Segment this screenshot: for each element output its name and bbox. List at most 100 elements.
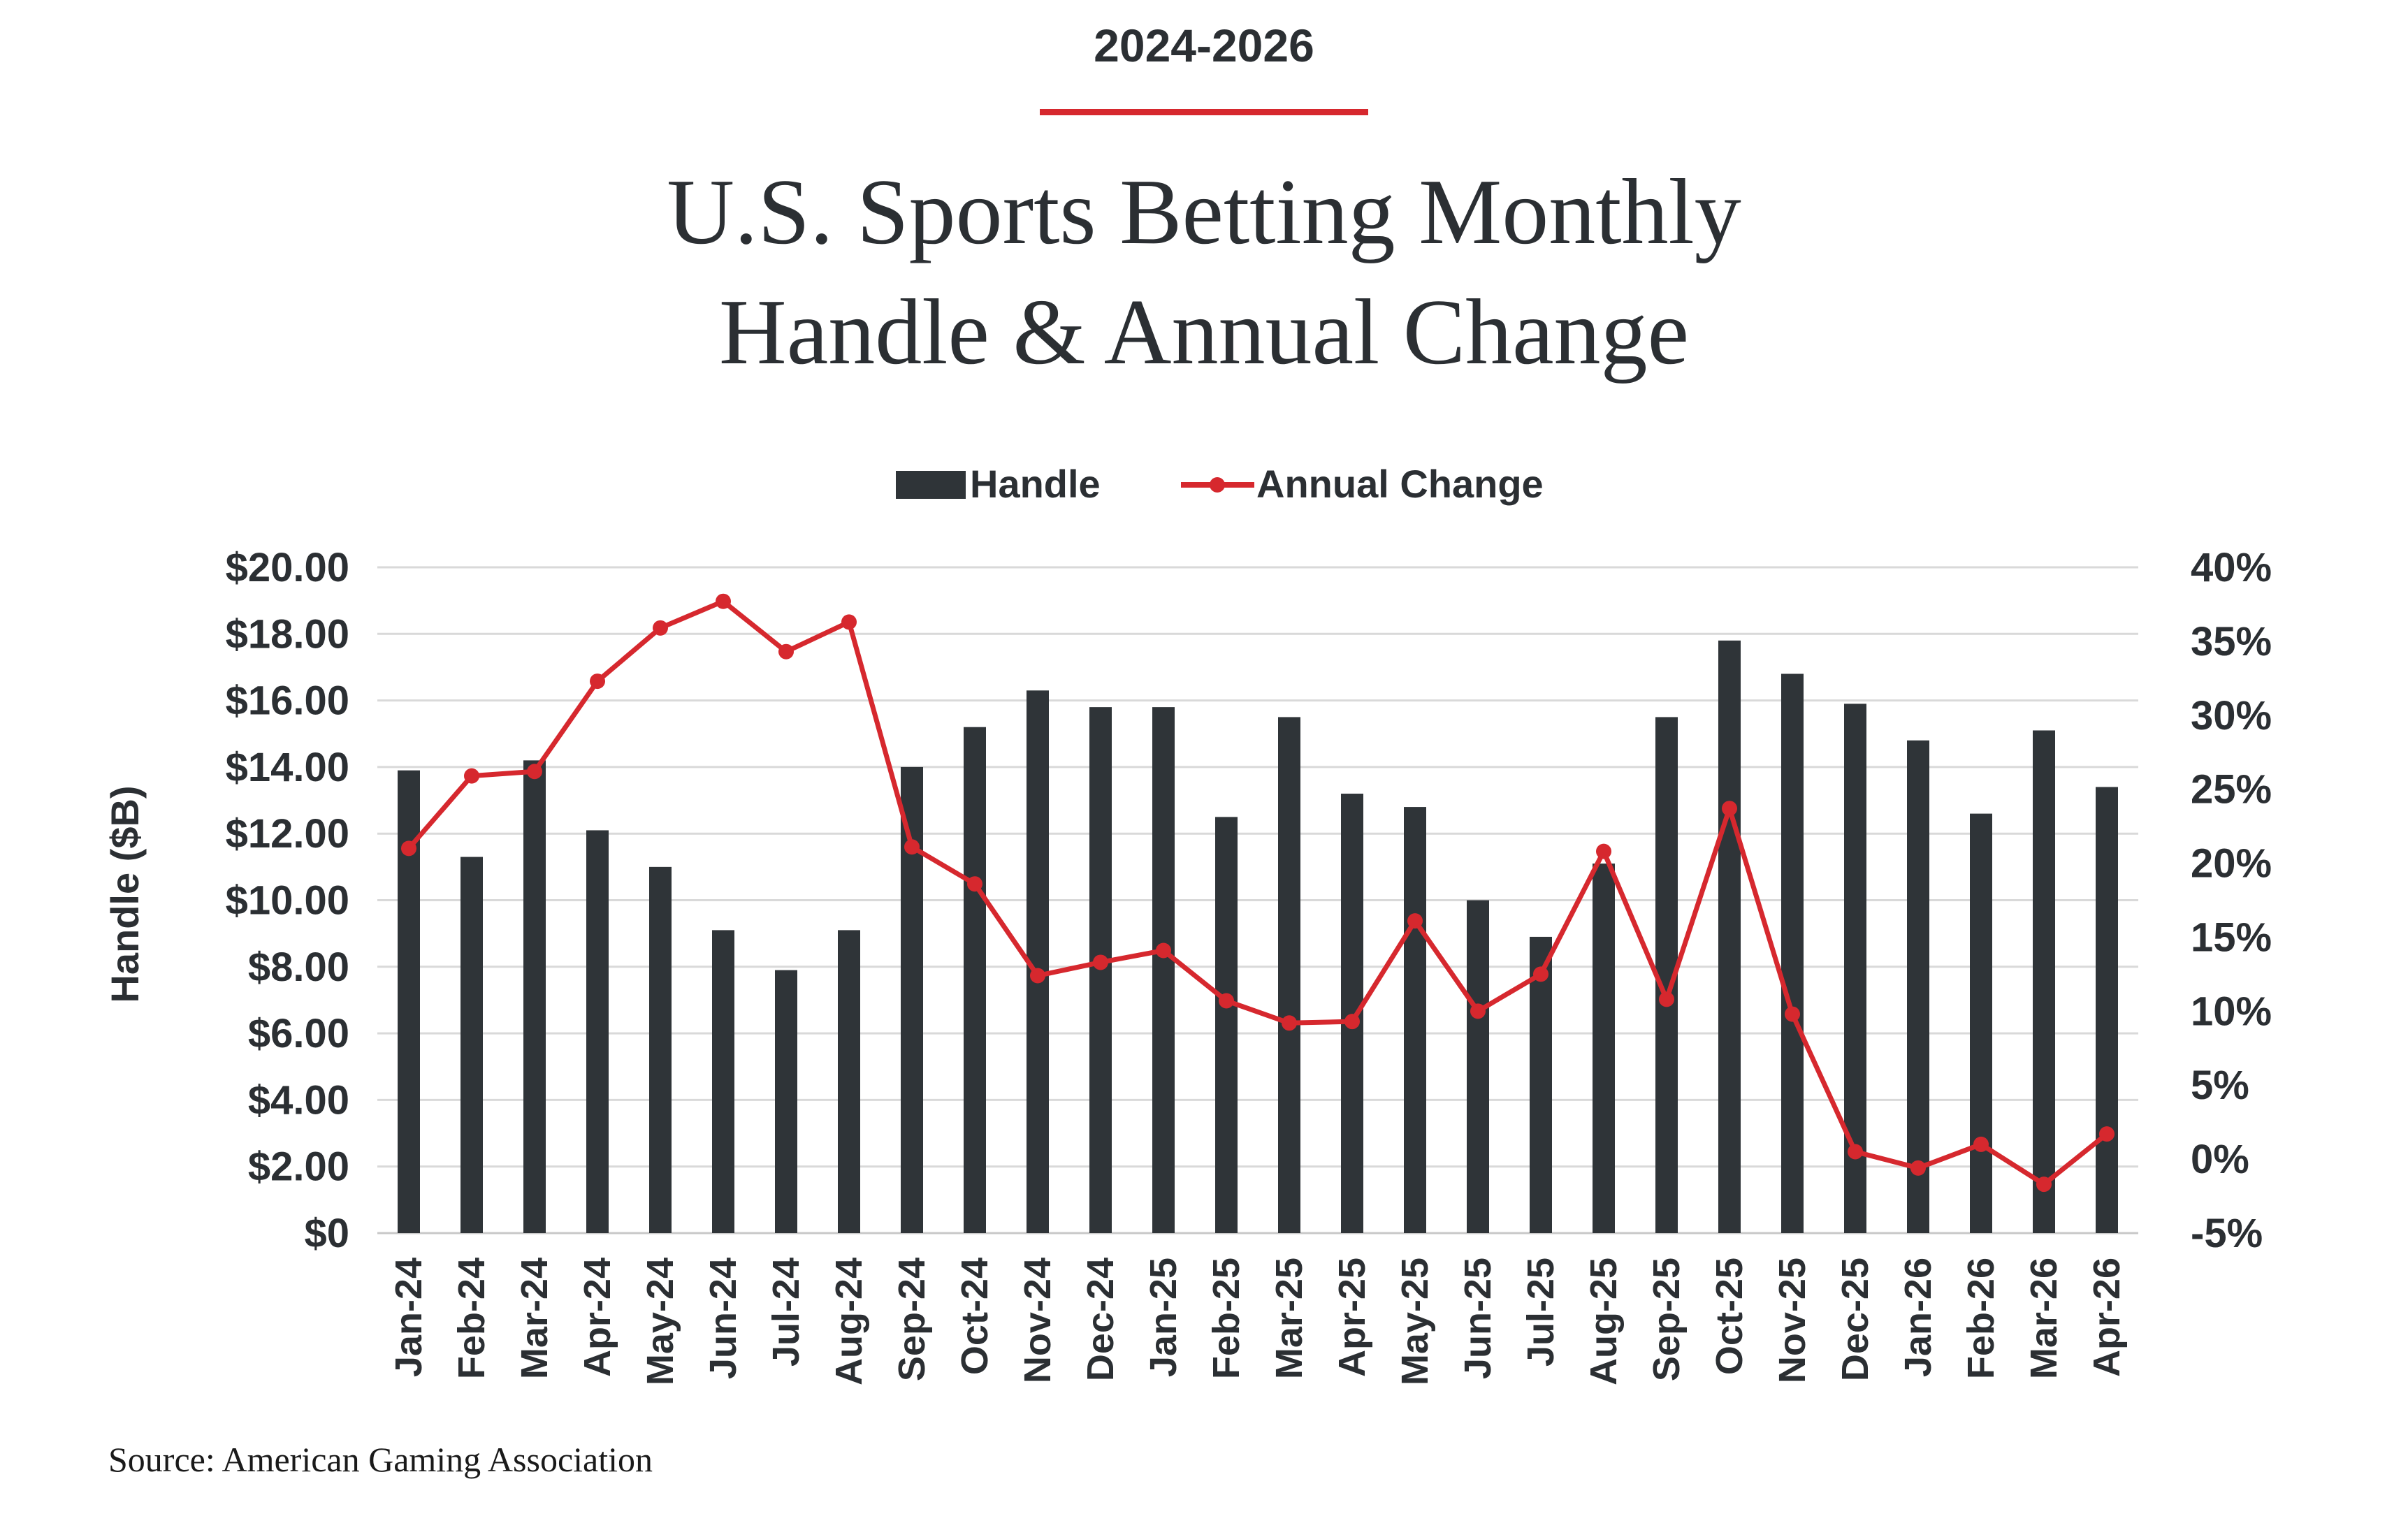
annual-change-point <box>1219 993 1234 1009</box>
annual-change-point <box>1030 968 1045 984</box>
y2-tick-label: 35% <box>2191 619 2272 664</box>
y-tick-label: $6.00 <box>248 1011 349 1056</box>
chart-title-line2: Handle & Annual Change <box>719 280 1689 384</box>
legend-annual-change-marker <box>1210 477 1225 493</box>
annual-change-point <box>716 593 731 609</box>
x-tick-label: Sep-25 <box>1646 1258 1688 1381</box>
x-tick-label: Aug-25 <box>1583 1258 1625 1385</box>
annual-change-point <box>590 673 605 690</box>
x-tick-label: Sep-24 <box>891 1258 933 1381</box>
x-tick-label: Jan-26 <box>1897 1258 1939 1377</box>
x-tick-label: Dec-24 <box>1080 1258 1122 1381</box>
handle-bar <box>1781 673 1804 1233</box>
y-tick-label: $8.00 <box>248 945 349 990</box>
handle-bar <box>1593 864 1615 1233</box>
handle-bar <box>1970 813 1992 1233</box>
annual-change-point <box>1973 1136 1989 1152</box>
handle-bar <box>901 766 923 1233</box>
annual-change-point <box>1156 942 1171 959</box>
handle-bar <box>1404 807 1426 1233</box>
y2-tick-label: 20% <box>2191 841 2272 887</box>
y-axis-left: $0 $2.00 $4.00 $6.00 $8.00 $10.00 $12.00 $14.00… <box>226 545 349 1256</box>
legend-handle-swatch <box>896 471 966 499</box>
annual-change-point <box>464 768 479 784</box>
handle-bar <box>649 866 672 1233</box>
annual-change-series <box>401 593 2115 1193</box>
x-tick-label: Apr-24 <box>576 1258 618 1377</box>
x-tick-label: Nov-24 <box>1017 1258 1059 1383</box>
x-tick-label: Mar-25 <box>1268 1258 1310 1379</box>
annual-change-point <box>1785 1006 1800 1022</box>
x-tick-label: Oct-24 <box>954 1258 996 1375</box>
annual-change-point <box>1910 1160 1926 1176</box>
gridlines <box>377 566 2138 1234</box>
x-tick-label: Jan-24 <box>388 1258 430 1377</box>
y2-tick-label: 0% <box>2191 1137 2249 1182</box>
y-tick-label: $4.00 <box>248 1077 349 1123</box>
x-axis: Jan-24 Feb-24 Mar-24 Apr-24 May-24 Jun-24 Jul-… <box>388 1258 2128 1385</box>
y-axis-right: -5% 0% 5% 10% 15% 20% 25% 30% 35% 40% <box>2191 545 2272 1256</box>
handle-bar <box>1278 717 1300 1233</box>
x-tick-label: Feb-25 <box>1205 1258 1247 1379</box>
x-tick-label: Mar-24 <box>514 1258 556 1379</box>
annual-change-point <box>1596 843 1611 859</box>
y2-tick-label: 10% <box>2191 989 2272 1034</box>
annual-change-point <box>2099 1126 2115 1142</box>
x-tick-label: Apr-25 <box>1331 1258 1373 1377</box>
annual-change-line <box>407 599 2109 1187</box>
annual-change-point <box>1659 991 1674 1007</box>
x-tick-label: Nov-25 <box>1771 1258 1813 1383</box>
chart-legend: Handle Annual Change <box>896 462 1544 506</box>
annual-change-point <box>1093 954 1108 970</box>
annual-change-point <box>527 764 542 780</box>
annual-change-point <box>904 839 920 855</box>
handle-bar <box>1089 707 1112 1233</box>
handle-bar <box>460 857 483 1233</box>
y-tick-label: $2.00 <box>248 1144 349 1190</box>
x-tick-label: May-24 <box>639 1258 681 1385</box>
x-tick-label: Oct-25 <box>1709 1258 1750 1375</box>
annual-change-point <box>967 876 982 892</box>
kicker-accent-rule <box>1040 109 1368 115</box>
x-tick-label: Feb-24 <box>451 1258 493 1379</box>
y-tick-label: $16.00 <box>226 678 349 724</box>
annual-change-point <box>1848 1144 1863 1160</box>
handle-bar <box>1467 900 1489 1233</box>
handle-bar <box>1718 640 1741 1233</box>
handle-bars <box>398 640 2118 1233</box>
legend-annual-change-label: Annual Change <box>1256 462 1544 506</box>
x-tick-label: Jun-25 <box>1457 1258 1499 1379</box>
y-tick-label: $18.00 <box>226 611 349 657</box>
y-tick-label: $14.00 <box>226 745 349 790</box>
handle-bar <box>775 970 797 1233</box>
x-tick-label: Jul-24 <box>765 1258 807 1367</box>
annual-change-point <box>1282 1015 1297 1031</box>
chart-source-note: Source: American Gaming Association <box>108 1440 653 1479</box>
handle-bar <box>838 930 860 1233</box>
handle-bar <box>586 830 609 1233</box>
y-tick-label: $10.00 <box>226 878 349 924</box>
handle-bar <box>2096 787 2118 1233</box>
annual-change-point <box>653 620 668 636</box>
x-tick-label: Jan-25 <box>1143 1258 1184 1377</box>
handle-bar <box>1152 707 1175 1233</box>
handle-bar <box>523 760 546 1233</box>
legend-handle-label: Handle <box>970 462 1101 506</box>
annual-change-point <box>1407 913 1423 929</box>
annual-change-point <box>1533 966 1548 982</box>
annual-change-point <box>1722 801 1737 817</box>
y2-tick-label: -5% <box>2191 1211 2263 1256</box>
x-tick-label: Feb-26 <box>1960 1258 2002 1379</box>
handle-bar <box>1907 740 1929 1233</box>
y2-tick-label: 40% <box>2191 545 2272 590</box>
y2-tick-label: 5% <box>2191 1063 2249 1108</box>
x-tick-label: Dec-25 <box>1834 1258 1876 1381</box>
handle-bar <box>712 930 734 1233</box>
annual-change-point <box>841 614 857 630</box>
handle-bar <box>1215 817 1238 1233</box>
y-axis-title: Handle ($B) <box>103 785 147 1003</box>
handle-bar <box>1530 936 1552 1233</box>
x-tick-label: Jun-24 <box>702 1258 744 1379</box>
chart-kicker: 2024-2026 <box>1094 20 1314 71</box>
y-tick-label: $12.00 <box>226 811 349 857</box>
